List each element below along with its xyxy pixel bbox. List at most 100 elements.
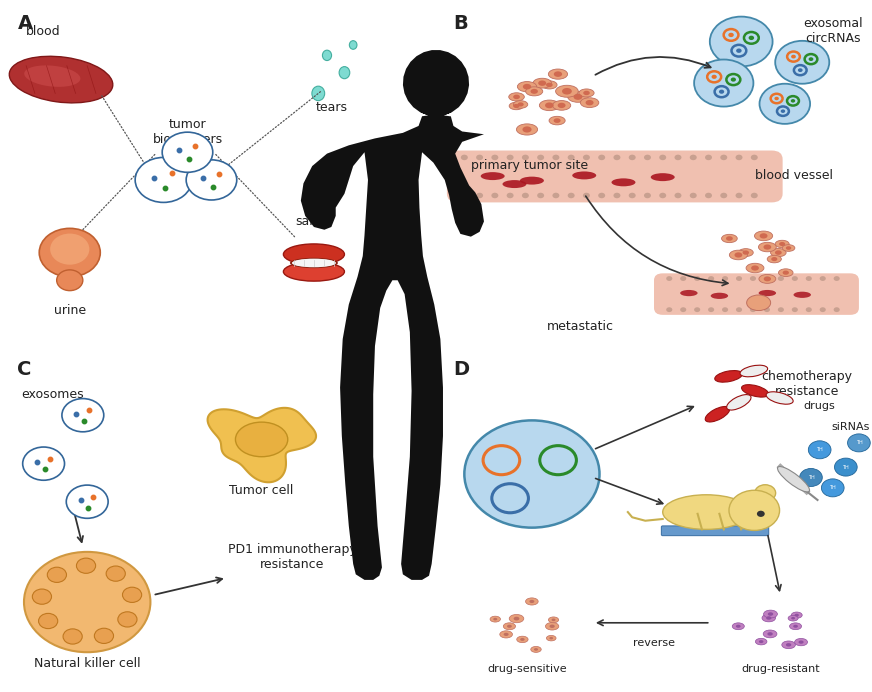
Ellipse shape xyxy=(546,82,553,87)
Circle shape xyxy=(106,566,126,581)
Ellipse shape xyxy=(574,94,582,100)
Ellipse shape xyxy=(721,235,737,243)
Ellipse shape xyxy=(775,240,789,248)
Ellipse shape xyxy=(568,91,589,102)
Ellipse shape xyxy=(514,617,520,621)
Circle shape xyxy=(712,75,717,79)
Circle shape xyxy=(808,57,814,61)
Ellipse shape xyxy=(517,636,528,643)
Ellipse shape xyxy=(789,623,801,630)
Circle shape xyxy=(644,193,651,199)
Circle shape xyxy=(582,154,590,161)
Circle shape xyxy=(780,109,785,113)
Ellipse shape xyxy=(572,172,596,179)
Circle shape xyxy=(464,420,600,527)
Circle shape xyxy=(775,41,829,84)
Circle shape xyxy=(582,193,590,199)
Ellipse shape xyxy=(507,625,512,628)
Circle shape xyxy=(708,276,714,281)
Circle shape xyxy=(507,193,514,199)
Polygon shape xyxy=(301,50,484,580)
Circle shape xyxy=(24,552,150,652)
Ellipse shape xyxy=(794,625,798,628)
Ellipse shape xyxy=(794,614,799,617)
Circle shape xyxy=(720,193,727,199)
Circle shape xyxy=(23,447,65,480)
Circle shape xyxy=(162,132,213,172)
Ellipse shape xyxy=(554,118,561,123)
Ellipse shape xyxy=(24,65,80,87)
Ellipse shape xyxy=(766,392,794,404)
Ellipse shape xyxy=(779,268,793,277)
Circle shape xyxy=(751,154,758,161)
Ellipse shape xyxy=(503,623,515,630)
Ellipse shape xyxy=(546,623,559,630)
Ellipse shape xyxy=(746,263,764,273)
Ellipse shape xyxy=(705,406,730,422)
Circle shape xyxy=(694,60,753,107)
Circle shape xyxy=(629,193,636,199)
FancyBboxPatch shape xyxy=(661,526,769,536)
Circle shape xyxy=(66,485,108,518)
Text: B: B xyxy=(453,14,468,33)
Circle shape xyxy=(792,276,798,281)
Circle shape xyxy=(644,154,651,161)
Circle shape xyxy=(808,441,831,459)
Ellipse shape xyxy=(549,625,555,628)
Ellipse shape xyxy=(579,89,594,97)
Circle shape xyxy=(553,154,560,161)
Ellipse shape xyxy=(553,100,571,110)
Ellipse shape xyxy=(554,71,562,77)
Ellipse shape xyxy=(530,89,538,94)
Circle shape xyxy=(680,276,686,281)
Circle shape xyxy=(774,97,779,100)
Ellipse shape xyxy=(778,466,809,492)
Circle shape xyxy=(521,193,529,199)
Ellipse shape xyxy=(759,275,776,283)
Circle shape xyxy=(186,160,236,200)
Ellipse shape xyxy=(771,257,777,261)
Ellipse shape xyxy=(759,640,764,643)
Ellipse shape xyxy=(581,98,599,107)
Text: Tumor cell: Tumor cell xyxy=(229,484,294,498)
Ellipse shape xyxy=(755,638,767,645)
Circle shape xyxy=(736,48,742,53)
Circle shape xyxy=(666,276,672,281)
Text: exosomal
circRNAs: exosomal circRNAs xyxy=(803,17,862,45)
Text: TH: TH xyxy=(816,447,823,453)
Ellipse shape xyxy=(292,260,336,267)
Ellipse shape xyxy=(794,292,811,298)
Circle shape xyxy=(705,193,712,199)
Ellipse shape xyxy=(494,618,497,621)
Ellipse shape xyxy=(312,86,324,101)
Ellipse shape xyxy=(788,615,798,621)
Circle shape xyxy=(722,307,728,312)
Text: siRNAs: siRNAs xyxy=(831,422,869,432)
Circle shape xyxy=(629,154,636,161)
Ellipse shape xyxy=(526,86,542,96)
Circle shape xyxy=(792,307,798,312)
Ellipse shape xyxy=(786,643,791,646)
Ellipse shape xyxy=(760,233,767,239)
FancyBboxPatch shape xyxy=(654,273,859,315)
Ellipse shape xyxy=(513,95,520,99)
Ellipse shape xyxy=(323,51,331,61)
Circle shape xyxy=(38,613,58,628)
Ellipse shape xyxy=(651,173,675,181)
Ellipse shape xyxy=(529,600,535,603)
Ellipse shape xyxy=(292,259,336,267)
Ellipse shape xyxy=(764,244,771,250)
Circle shape xyxy=(659,193,666,199)
Ellipse shape xyxy=(502,180,527,188)
Ellipse shape xyxy=(283,262,344,281)
Ellipse shape xyxy=(562,88,572,95)
Ellipse shape xyxy=(547,635,556,641)
Ellipse shape xyxy=(771,248,787,257)
Ellipse shape xyxy=(786,246,791,250)
Text: tumor
biomarkers: tumor biomarkers xyxy=(153,118,222,145)
Circle shape xyxy=(460,154,467,161)
Text: blood vessel: blood vessel xyxy=(754,170,833,182)
Ellipse shape xyxy=(740,365,767,376)
Ellipse shape xyxy=(741,385,768,397)
Ellipse shape xyxy=(799,641,804,644)
